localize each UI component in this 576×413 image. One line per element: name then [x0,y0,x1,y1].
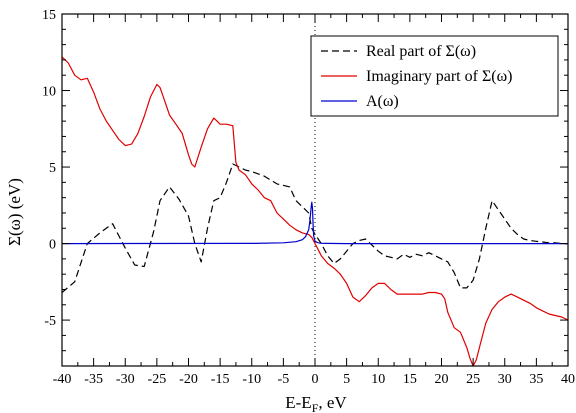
legend: Real part of Σ(ω) Imaginary part of Σ(ω)… [310,35,559,117]
y-tick-label: 15 [42,8,56,23]
x-tick-label: -20 [179,372,198,387]
legend-label-imaginary: Imaginary part of Σ(ω) [366,68,512,85]
x-tick-label: 5 [343,372,350,387]
series-line-2 [61,201,568,245]
legend-label-real: Real part of Σ(ω) [366,43,476,60]
x-axis-title: E-EF, eV [285,393,347,413]
x-axis-title-main: E-E [285,393,311,412]
y-tick-label: -5 [44,314,56,329]
x-tick-label: 40 [561,372,575,387]
x-tick-label: -35 [84,372,103,387]
x-axis-title-subscript: F [312,401,319,413]
x-tick-label: 20 [435,372,449,387]
x-tick-label: -15 [211,372,230,387]
y-tick-label: 10 [42,85,56,100]
x-tick-label: -40 [53,372,72,387]
series-line-0 [61,163,568,293]
x-tick-label: 25 [466,372,480,387]
y-tick-label: 5 [49,161,56,176]
y-axis-title: Σ(ω) (eV) [5,178,24,246]
x-tick-label: 35 [529,372,543,387]
series-layer [61,56,569,367]
x-tick-label: 0 [312,372,319,387]
x-tick-label: 10 [371,372,385,387]
legend-label-spectral: A(ω) [366,93,399,110]
x-tick-label: -25 [148,372,167,387]
x-tick-label: 15 [403,372,417,387]
x-axis-title-unit: , eV [318,393,347,412]
x-tick-label: -30 [116,372,135,387]
x-tick-label: -5 [278,372,290,387]
series-line-1 [61,56,569,367]
axis-ticks: -40 -35 -30 -25 -20 -15 -10 -5 0 5 10 15 20 25 30 35 40 -… [42,8,575,387]
y-tick-label: 0 [49,238,56,253]
x-tick-label: 30 [498,372,512,387]
x-tick-label: -10 [242,372,261,387]
